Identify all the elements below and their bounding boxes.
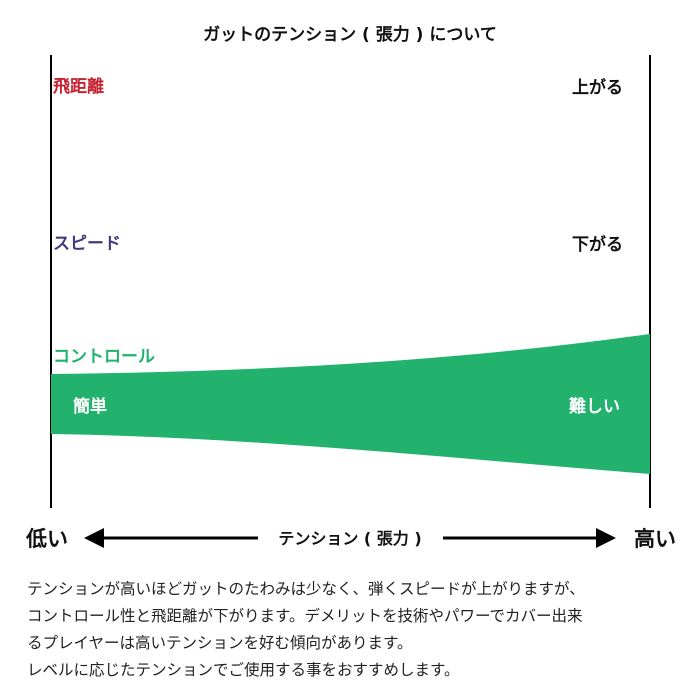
tension-diagram: 飛距離 スピード コントロール 上がる 下がる 簡単 難しい 低い 高い テンシ… [25, 55, 676, 551]
description-line-4: レベルに応じたテンションでご使用する事をおすすめします。 [27, 661, 460, 679]
description-line-2: コントロール性と飛距離が下がります。デメリットを技術やパワーでカバー出来 [27, 607, 583, 625]
speed-label: スピード [53, 234, 121, 254]
description-text: テンションが高いほどガットのたわみは少なく、弾くスピードが上がりますが、 コント… [27, 576, 687, 684]
axis-arrowhead-right [596, 528, 616, 548]
axis-arrowhead-left [84, 528, 104, 548]
axis-low-label: 低い [25, 527, 68, 551]
axis-center-label: テンション ( 張力 ) [278, 529, 421, 548]
description-line-1: テンションが高いほどガットのたわみは少なく、弾くスピードが上がりますが、 [27, 580, 585, 598]
control-hard-label: 難しい [569, 396, 620, 417]
axis-high-label: 高い [634, 527, 676, 551]
diagram-title: ガットのテンション ( 張力 ) について [203, 25, 497, 45]
trend-down-label: 下がる [572, 234, 623, 255]
control-band [51, 334, 650, 474]
control-easy-label: 簡単 [72, 396, 107, 417]
control-label: コントロール [53, 347, 155, 367]
trend-up-label: 上がる [572, 77, 623, 98]
description-line-3: るプレイヤーは高いテンションを好む傾向があります。 [27, 634, 413, 652]
distance-label: 飛距離 [52, 76, 104, 97]
